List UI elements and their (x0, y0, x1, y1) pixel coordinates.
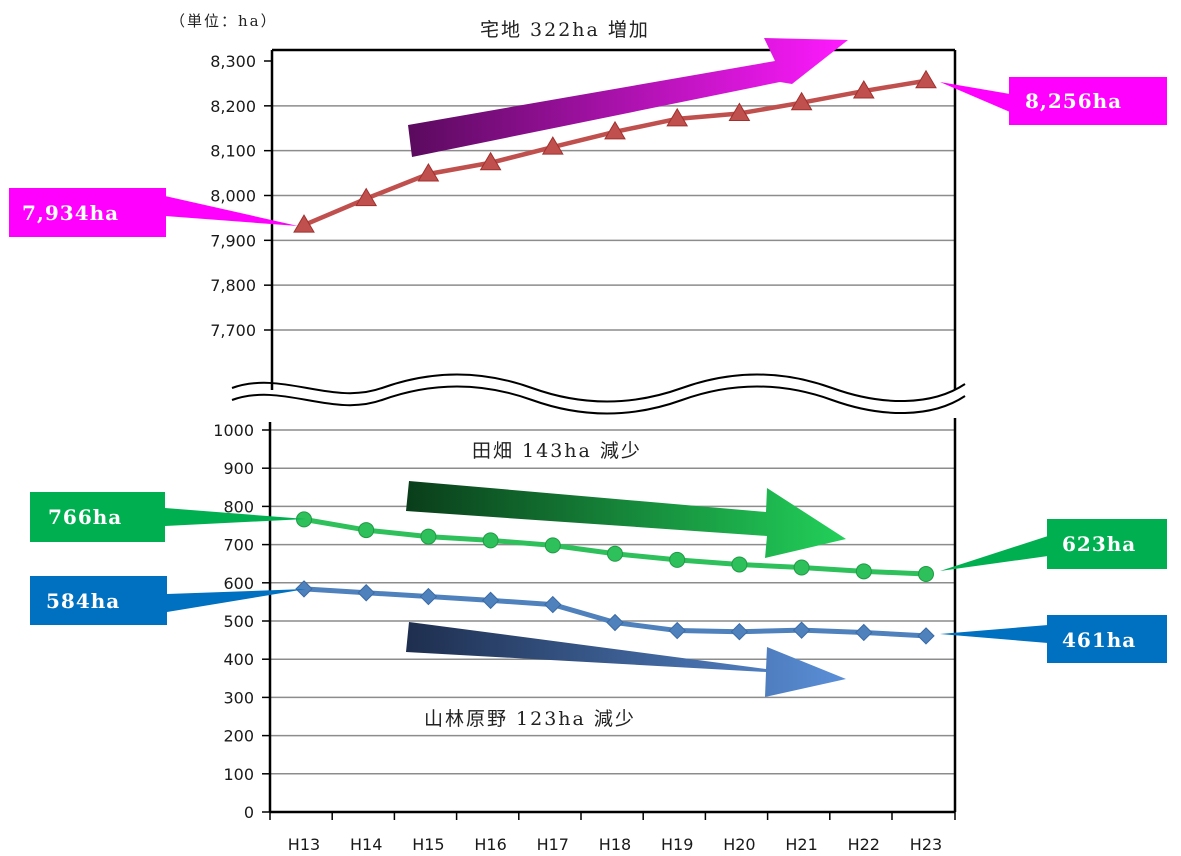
farmland-point (918, 566, 934, 583)
farmland-point (420, 528, 437, 545)
x-tick-label: H20 (723, 835, 755, 854)
callout-pointer-461 (940, 625, 1048, 643)
x-tick-label: H15 (412, 835, 444, 854)
bottom-y-tick-label: 600 (223, 574, 254, 593)
residential-point (417, 162, 440, 182)
bottom-y-tick-label: 200 (223, 727, 254, 746)
farmland-point (482, 532, 499, 549)
bottom-y-tick-label: 100 (223, 765, 254, 784)
callout-box-8256 (1009, 77, 1167, 125)
x-tick-label: H18 (599, 835, 631, 854)
x-tick-label: H19 (661, 835, 693, 854)
top-y-tick-label: 8,000 (210, 187, 256, 206)
callout-box-766 (30, 492, 165, 542)
bottom-y-tick-label: 1000 (213, 421, 254, 440)
callout-pointer-7934 (165, 196, 298, 226)
callout-pointer-623 (940, 536, 1048, 571)
farmland-point (855, 563, 872, 580)
residential-point (728, 102, 751, 121)
axis-break-lower (231, 385, 966, 415)
forest-point (730, 622, 749, 641)
callout-766: 766ha (48, 505, 122, 529)
residential-point (355, 187, 378, 207)
top-y-tick-label: 8,300 (210, 52, 256, 71)
callout-pointer-584 (167, 589, 306, 612)
forest-point (295, 580, 313, 598)
callout-box-461 (1047, 615, 1167, 663)
farmland-point (669, 551, 686, 568)
increase-trend-arrow (408, 38, 848, 157)
x-tick-label: H13 (288, 835, 320, 854)
axis-break-upper (231, 373, 966, 403)
top-y-tick-label: 7,700 (210, 321, 256, 340)
bottom-y-tick-label: 500 (223, 612, 254, 631)
x-tick-label: H14 (350, 835, 382, 854)
forest-point (481, 591, 500, 610)
forest-point (792, 621, 811, 639)
forest-point (668, 621, 686, 640)
forest-point (855, 623, 873, 642)
callout-7934: 7,934ha (22, 201, 119, 225)
top-panel-y-ticks: 7,700 7,800 7,900 8,000 8,100 8,200 8,300 (210, 52, 256, 340)
farmland-annotation: 田畑 143ha 減少 (472, 440, 642, 462)
series-layer (293, 69, 937, 645)
x-tick-label: H16 (474, 835, 506, 854)
farmland-point (358, 522, 375, 539)
x-axis-ticks: H13 H14 H15 H16 H17 H18 H19 H20 H21 H22 H23 (269, 812, 956, 854)
callout-461: 461ha (1062, 628, 1136, 652)
bottom-y-tick-label: 700 (223, 536, 254, 555)
callout-8256: 8,256ha (1025, 89, 1122, 113)
residential-point (479, 151, 502, 171)
top-panel-grid (264, 60, 955, 331)
farmland-decrease-arrow (406, 481, 846, 558)
farmland-point (793, 559, 810, 576)
residential-point (915, 69, 937, 89)
forest-decrease-arrow (406, 622, 846, 697)
x-tick-label: H21 (785, 835, 817, 854)
bottom-panel-y-ticks: 0 100 200 300 400 500 600 700 800 900 1000 (213, 421, 254, 822)
top-y-tick-label: 8,100 (210, 142, 256, 161)
top-y-tick-label: 7,900 (210, 231, 256, 250)
residential-point (666, 107, 689, 127)
forest-point (419, 587, 438, 606)
top-y-tick-label: 7,800 (210, 276, 256, 295)
callout-box-7934 (9, 188, 166, 237)
x-tick-label: H22 (848, 835, 880, 854)
residential-point (541, 136, 564, 155)
bottom-y-tick-label: 300 (223, 688, 254, 707)
residential-point (293, 214, 315, 233)
bottom-y-tick-label: 400 (223, 650, 254, 669)
farmland-point (296, 511, 312, 528)
top-y-tick-label: 8,200 (210, 97, 256, 116)
callout-box-623 (1047, 519, 1167, 569)
forest-point (606, 613, 624, 632)
residential-annotation: 宅地 322ha 増加 (480, 19, 650, 41)
farmland-point (607, 545, 623, 562)
forest-point (544, 595, 562, 614)
callout-pointer-8256 (940, 82, 1010, 112)
callout-623: 623ha (1062, 532, 1136, 556)
residential-point (790, 91, 813, 111)
x-tick-label: H17 (537, 835, 569, 854)
bottom-panel-grid (262, 429, 955, 813)
residential-point (852, 80, 875, 99)
unit-label: （単位：ha） (170, 12, 278, 30)
bottom-y-tick-label: 900 (223, 459, 254, 478)
forest-annotation: 山林原野 123ha 減少 (424, 708, 636, 730)
bottom-y-tick-label: 800 (223, 497, 254, 516)
farmland-point (731, 556, 748, 573)
x-tick-label: H23 (910, 835, 942, 854)
farmland-point (544, 537, 561, 554)
callout-pointer-766 (165, 508, 306, 526)
bottom-y-tick-label: 0 (244, 803, 254, 822)
residential-point (604, 120, 626, 140)
forest-point (357, 584, 375, 602)
callout-584: 584ha (46, 589, 120, 613)
forest-point (917, 627, 935, 645)
callout-box-584 (30, 576, 167, 625)
